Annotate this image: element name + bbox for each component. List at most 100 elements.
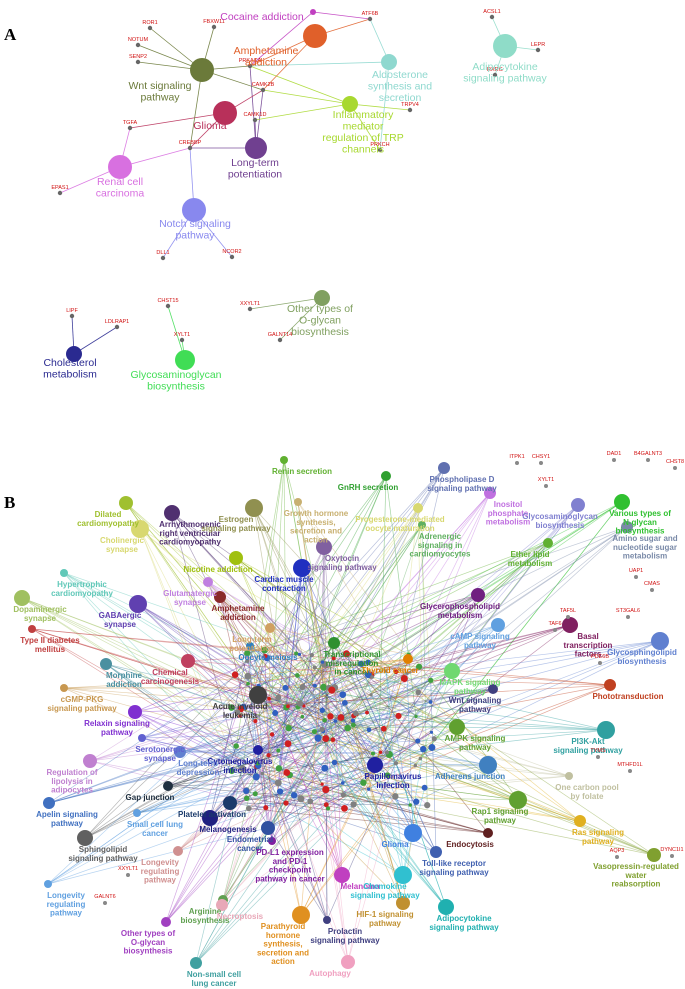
edge [177, 730, 324, 852]
edge [321, 784, 343, 876]
edge [219, 596, 417, 802]
edge [167, 729, 370, 787]
edge [301, 567, 388, 753]
edge [299, 654, 376, 766]
edge [207, 581, 369, 675]
edge [187, 660, 369, 676]
gene-node [566, 615, 570, 619]
edge [302, 624, 571, 688]
edge [257, 694, 433, 748]
edge [47, 713, 357, 885]
edge [294, 775, 570, 796]
edge [267, 702, 346, 829]
edge [268, 627, 271, 756]
edge [302, 687, 349, 963]
gene-node [615, 855, 619, 859]
gene-node [395, 712, 402, 719]
edge [249, 65, 257, 149]
edge [246, 790, 404, 876]
edge [418, 492, 491, 667]
edge [139, 528, 335, 688]
edge [285, 658, 409, 689]
gene-node [327, 713, 334, 720]
edge [134, 711, 247, 792]
pathway-label: Ether lipid metabolism [508, 550, 552, 568]
pathway-node [43, 797, 55, 809]
edge [253, 627, 271, 690]
pathway-label: Growth hormone synthesis, secretion and act… [284, 509, 349, 544]
gene-node [245, 658, 250, 663]
edge [21, 597, 342, 718]
edge [165, 807, 267, 923]
gene-label: B4GALNT3 [634, 451, 662, 457]
edge [209, 653, 248, 819]
pathway-node [163, 781, 173, 791]
edge [303, 524, 423, 707]
edge [374, 764, 489, 769]
edge [31, 628, 289, 707]
edge [265, 624, 499, 808]
edge [136, 790, 247, 814]
edge [219, 596, 369, 790]
gene-label: AQP3 [610, 848, 625, 854]
edge [297, 501, 334, 740]
pathway-label: Long-term potentiation [228, 157, 282, 181]
pathway-label: Phototransduction [592, 692, 663, 701]
gene-node [424, 802, 431, 809]
edge [222, 675, 372, 901]
edge [63, 687, 304, 707]
pathway-label: Dopaminergic synapse [13, 605, 67, 623]
edge [297, 675, 437, 853]
edge [257, 674, 372, 751]
gene-label: GALNT6 [94, 894, 115, 900]
pathway-label: Transcriptional misregulation in cancer [323, 650, 380, 677]
edge [333, 507, 419, 659]
gene-node [285, 724, 292, 732]
edge [404, 678, 581, 822]
pathway-label: Glioma [381, 840, 409, 849]
edge [380, 526, 628, 753]
edge [129, 112, 226, 129]
edge [139, 528, 233, 772]
edge [285, 802, 437, 853]
edge [264, 526, 628, 651]
edge [171, 512, 397, 673]
pathway-label: Cocaine addiction [220, 11, 304, 23]
edge [268, 670, 453, 756]
edge [275, 624, 571, 714]
edge [300, 738, 435, 916]
pathway-label: Progesterone-mediated oocyte maturation [355, 515, 444, 533]
edge [255, 720, 302, 916]
gene-node [418, 756, 423, 761]
edge [179, 675, 249, 753]
pathway-label: Non-small cell lung cancer [187, 970, 241, 988]
gene-node [489, 14, 495, 20]
pathway-node [131, 520, 149, 538]
edge [264, 649, 437, 853]
gene-node [384, 669, 388, 673]
gene-node [333, 719, 338, 723]
edge [424, 787, 519, 801]
pathway-label: One carbon pool by folate [555, 783, 619, 801]
edge [231, 624, 499, 772]
pathway-label: PD-L1 expression and PD-1 checkpoint pathwa… [255, 848, 324, 883]
pathway-label: Amino sugar and nucleotide sugar metabolis… [612, 534, 677, 561]
pathway-node [483, 828, 493, 838]
edge [294, 640, 661, 796]
edge [167, 739, 334, 787]
edge [179, 715, 399, 753]
gene-label: MTHFD1L [617, 762, 642, 768]
pathway-node [133, 809, 141, 817]
gene-node [243, 787, 250, 795]
edge [255, 507, 419, 722]
pathway-node [381, 471, 391, 481]
edge [84, 674, 369, 839]
gene-label: CAMK2B [252, 82, 275, 88]
pathway-label: Longevity regulating pathway [47, 891, 86, 918]
edge [177, 738, 327, 852]
edge [253, 627, 271, 690]
pathway-node [444, 663, 460, 679]
gene-label: LEPR [531, 42, 545, 48]
pathway-node [597, 721, 615, 739]
edge [402, 749, 424, 876]
